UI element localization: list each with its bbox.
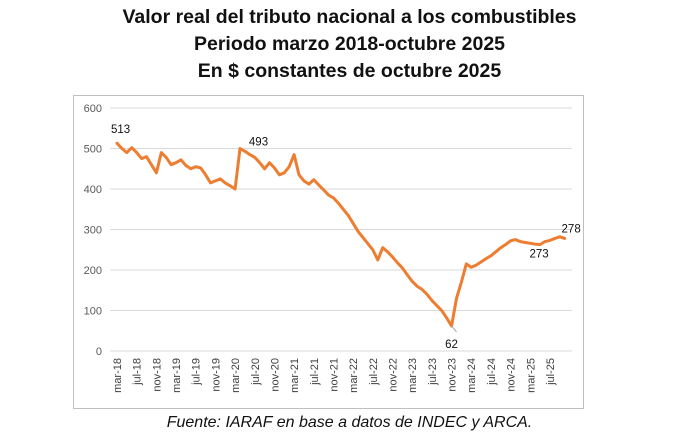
- data-labels: 513 493 62 273 278: [111, 124, 581, 351]
- gridlines: [110, 107, 572, 352]
- series-group: [115, 141, 567, 328]
- y-tick-label: 400: [84, 184, 102, 196]
- x-tick-label: nov-18: [151, 358, 163, 392]
- x-tick-label: mar-19: [171, 358, 183, 393]
- y-axis-ticks: 0 100 200 300 400 500 600: [84, 103, 102, 358]
- x-tick-label: jul-21: [309, 358, 321, 386]
- x-tick-label: mar-21: [289, 358, 301, 393]
- x-tick-label: nov-20: [269, 358, 281, 392]
- series-line: [115, 141, 567, 328]
- x-tick-label: mar-22: [348, 358, 360, 393]
- x-tick-label: nov-21: [328, 358, 340, 392]
- x-tick-label: mar-18: [112, 358, 124, 393]
- x-tick-label: jul-18: [132, 358, 144, 386]
- y-tick-label: 600: [84, 103, 102, 115]
- x-tick-label: jul-22: [368, 358, 380, 386]
- x-tick-label: mar-20: [230, 358, 242, 393]
- x-tick-label: jul-19: [191, 358, 203, 386]
- x-tick-label: nov-22: [388, 358, 400, 392]
- chart-frame: [73, 95, 584, 409]
- x-tick-label: jul-20: [250, 358, 262, 386]
- x-tick-label: mar-23: [407, 358, 419, 393]
- y-tick-label: 200: [84, 265, 102, 277]
- data-label-leader: [451, 325, 457, 333]
- data-label: 62: [445, 339, 458, 351]
- chart-title-line-3: En $ constantes de octubre 2025: [197, 60, 502, 82]
- y-tick-label: 300: [84, 225, 102, 237]
- x-tick-label: nov-19: [210, 358, 222, 392]
- x-tick-label: mar-25: [525, 358, 537, 393]
- x-tick-label: nov-24: [506, 358, 518, 392]
- y-tick-label: 100: [84, 306, 102, 318]
- data-label: 513: [111, 124, 130, 136]
- chart-title-line-2: Periodo marzo 2018-octubre 2025: [193, 33, 506, 55]
- data-label: 273: [529, 249, 548, 261]
- x-tick-label: jul-23: [427, 358, 439, 386]
- data-label: 278: [562, 223, 581, 235]
- y-tick-label: 500: [84, 144, 102, 156]
- y-tick-label: 0: [96, 346, 102, 358]
- x-tick-label: mar-24: [466, 358, 478, 393]
- x-tick-label: jul-25: [545, 358, 557, 386]
- source-note: Fuente: IARAF en base a datos de INDEC y…: [166, 414, 533, 431]
- data-label: 493: [249, 136, 268, 148]
- x-tick-label: nov-23: [447, 358, 459, 392]
- chart-title-line-1: Valor real del tributo nacional a los co…: [122, 6, 577, 28]
- x-tick-label: jul-24: [486, 358, 498, 386]
- x-axis-ticks: mar-18 jul-18 nov-18 mar-19 jul-19 nov-19 mar-…: [112, 358, 557, 393]
- chart-title: Valor real del tributo nacional a los co…: [0, 4, 699, 85]
